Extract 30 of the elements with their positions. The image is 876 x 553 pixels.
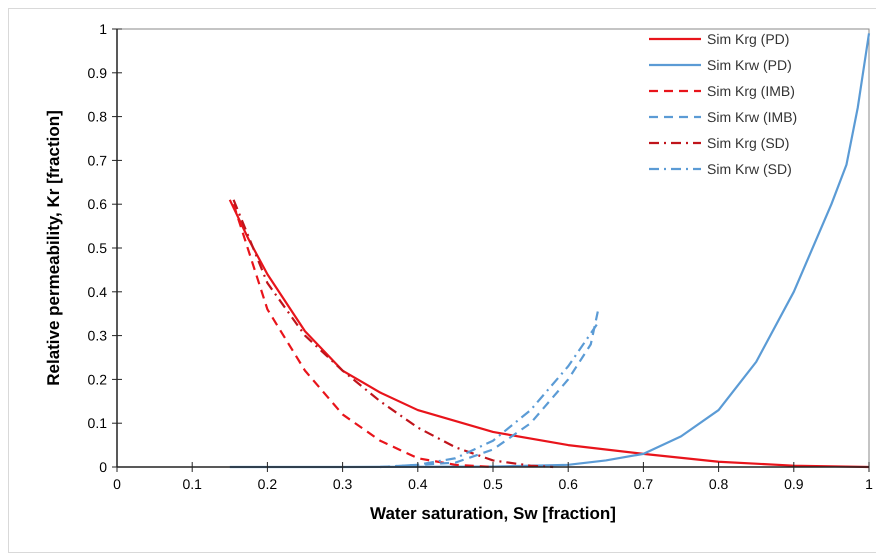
y-tick-label: 0.7 [88, 152, 108, 168]
x-tick-label: 0.8 [708, 476, 729, 492]
x-tick-label: 0 [113, 476, 122, 492]
x-tick-label: 0.9 [784, 476, 804, 492]
x-axis-title: Water saturation, Sw [fraction] [370, 504, 616, 523]
y-tick-label: 1 [99, 21, 108, 37]
y-tick-label: 0.6 [88, 196, 108, 212]
legend-label: Sim Krw (SD) [707, 161, 792, 177]
y-tick-label: 0.5 [88, 240, 108, 256]
x-tick-label: 0.5 [483, 476, 503, 492]
y-tick-label: 0 [99, 459, 108, 475]
x-tick-label: 0.2 [258, 476, 278, 492]
x-tick-label: 0.6 [558, 476, 578, 492]
x-tick-label: 0.1 [182, 476, 202, 492]
y-tick-label: 0.3 [88, 328, 108, 344]
legend-label: Sim Krw (IMB) [707, 109, 798, 125]
x-tick-label: 0.4 [408, 476, 428, 492]
legend-label: Sim Krg (IMB) [707, 83, 795, 99]
legend-label: Sim Krg (SD) [707, 135, 790, 151]
y-tick-label: 0.2 [88, 371, 108, 388]
x-tick-label: 0.3 [332, 476, 353, 492]
legend-label: Sim Krg (PD) [707, 31, 790, 47]
x-tick-label: 1 [865, 476, 874, 492]
y-axis-title: Relative permeability, Kr [fraction] [44, 110, 63, 386]
legend-label: Sim Krw (PD) [707, 57, 792, 73]
y-tick-label: 0.4 [88, 284, 108, 300]
x-tick-label: 0.7 [634, 476, 654, 492]
y-tick-label: 0.1 [88, 415, 108, 432]
y-tick-label: 0.8 [88, 108, 108, 125]
y-tick-label: 0.9 [88, 64, 108, 81]
